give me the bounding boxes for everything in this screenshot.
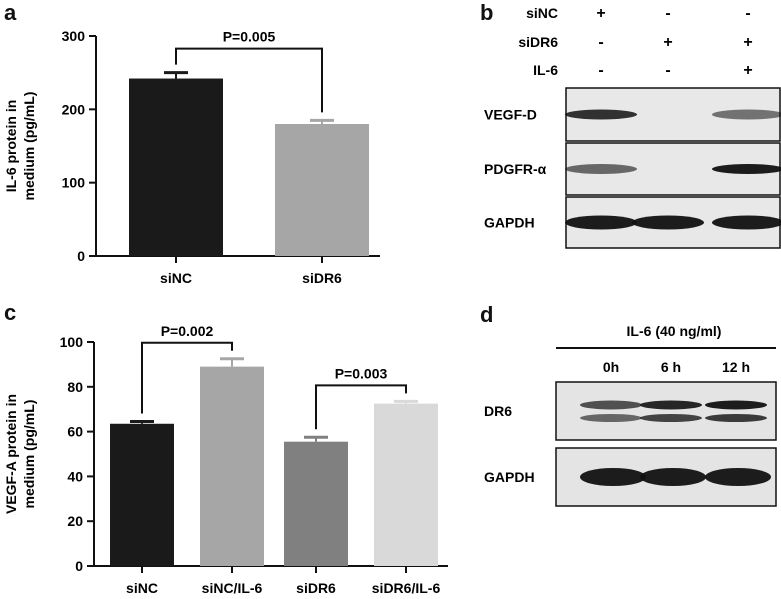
x-tick-label: siNC xyxy=(160,270,192,286)
y-tick-label: 60 xyxy=(67,424,83,440)
condition-mark: - xyxy=(745,5,750,22)
protein-band xyxy=(705,414,767,422)
panel-letter-c: c xyxy=(4,300,17,325)
y-axis-label: IL-6 protein in xyxy=(3,100,19,193)
y-axis-label: medium (pg/mL) xyxy=(21,92,37,201)
condition-mark: - xyxy=(665,62,670,79)
protein-band xyxy=(640,414,702,422)
condition-label: siDR6 xyxy=(518,34,558,50)
blot-strip xyxy=(555,381,777,441)
bar-sinc-il-6 xyxy=(200,366,264,566)
y-tick-label: 0 xyxy=(75,558,83,574)
bar-sidr6 xyxy=(284,441,348,566)
p-value-label: P=0.002 xyxy=(161,323,214,339)
western-blot-d: IL-6 (40 ng/ml) 0h 6 h 12 h DR6 GAPDH xyxy=(484,323,777,507)
condition-mark: + xyxy=(596,5,605,22)
y-tick-label: 0 xyxy=(77,248,85,264)
treatment-label: IL-6 (40 ng/ml) xyxy=(627,323,722,339)
protein-band xyxy=(580,414,642,422)
y-tick-label: 200 xyxy=(62,101,86,117)
condition-label: IL-6 xyxy=(533,62,558,78)
band-label: GAPDH xyxy=(484,215,535,231)
panel-letter-a: a xyxy=(4,0,17,25)
bar-sinc xyxy=(110,423,174,566)
y-tick-label: 100 xyxy=(62,175,86,191)
bar-sidr6 xyxy=(275,124,369,256)
band-label: GAPDH xyxy=(484,469,535,485)
chart-il6: 0 100 200 300 IL-6 protein in medium (pg/mL) s… xyxy=(3,28,380,286)
band-label: PDGFR-α xyxy=(484,161,547,177)
x-tick-label: siNC xyxy=(126,580,158,596)
significance-bracket xyxy=(315,384,407,430)
bar-sidr6-il-6 xyxy=(374,403,438,566)
protein-band xyxy=(640,468,706,486)
y-axis-label: medium (pg/mL) xyxy=(21,400,37,509)
western-blot-b: siNC + - - siDR6 - + + IL-6 - - + VEGF-D PDGFR-α GAPDH xyxy=(484,5,781,249)
y-tick-label: 20 xyxy=(67,513,83,529)
condition-label: siNC xyxy=(526,5,558,21)
protein-band xyxy=(565,215,637,230)
condition-mark: + xyxy=(663,34,672,51)
timepoint-label: 12 h xyxy=(722,359,750,375)
protein-band xyxy=(580,468,646,486)
protein-band xyxy=(705,400,767,410)
timepoint-label: 0h xyxy=(603,359,619,375)
y-tick-label: 40 xyxy=(67,468,83,484)
band-label: VEGF-D xyxy=(484,107,537,123)
x-tick-label: siDR6 xyxy=(296,580,336,596)
condition-mark: + xyxy=(743,34,752,51)
protein-band xyxy=(640,400,702,410)
panel-letter-b: b xyxy=(480,0,494,25)
timepoint-label: 6 h xyxy=(661,359,681,375)
x-tick-label: siDR6 xyxy=(302,270,342,286)
y-tick-label: 100 xyxy=(60,334,84,350)
protein-band xyxy=(580,400,642,410)
bar-sinc xyxy=(129,78,223,257)
y-tick-label: 300 xyxy=(62,28,86,44)
x-tick-label: siDR6/IL-6 xyxy=(372,580,441,596)
protein-band xyxy=(712,109,781,120)
p-value-label: P=0.003 xyxy=(335,365,388,381)
protein-band xyxy=(565,164,637,174)
condition-mark: + xyxy=(743,62,752,79)
x-tick-label: siNC/IL-6 xyxy=(202,580,263,596)
y-tick-label: 80 xyxy=(67,379,83,395)
chart-vegfa: 0 20 40 60 80 100 VEGF-A protein in medium (pg/… xyxy=(3,323,448,596)
protein-band xyxy=(712,164,781,174)
significance-bracket xyxy=(141,341,233,414)
y-axis-label: VEGF-A protein in xyxy=(3,394,19,514)
protein-band xyxy=(632,215,704,230)
band-label: DR6 xyxy=(484,403,512,419)
protein-band xyxy=(565,109,637,120)
panel-letter-d: d xyxy=(480,302,494,327)
condition-mark: - xyxy=(598,62,603,79)
condition-mark: - xyxy=(665,5,670,22)
significance-bracket xyxy=(175,47,323,113)
p-value-label: P=0.005 xyxy=(223,29,276,45)
protein-band xyxy=(712,215,781,230)
condition-mark: - xyxy=(598,34,603,51)
protein-band xyxy=(705,468,771,486)
